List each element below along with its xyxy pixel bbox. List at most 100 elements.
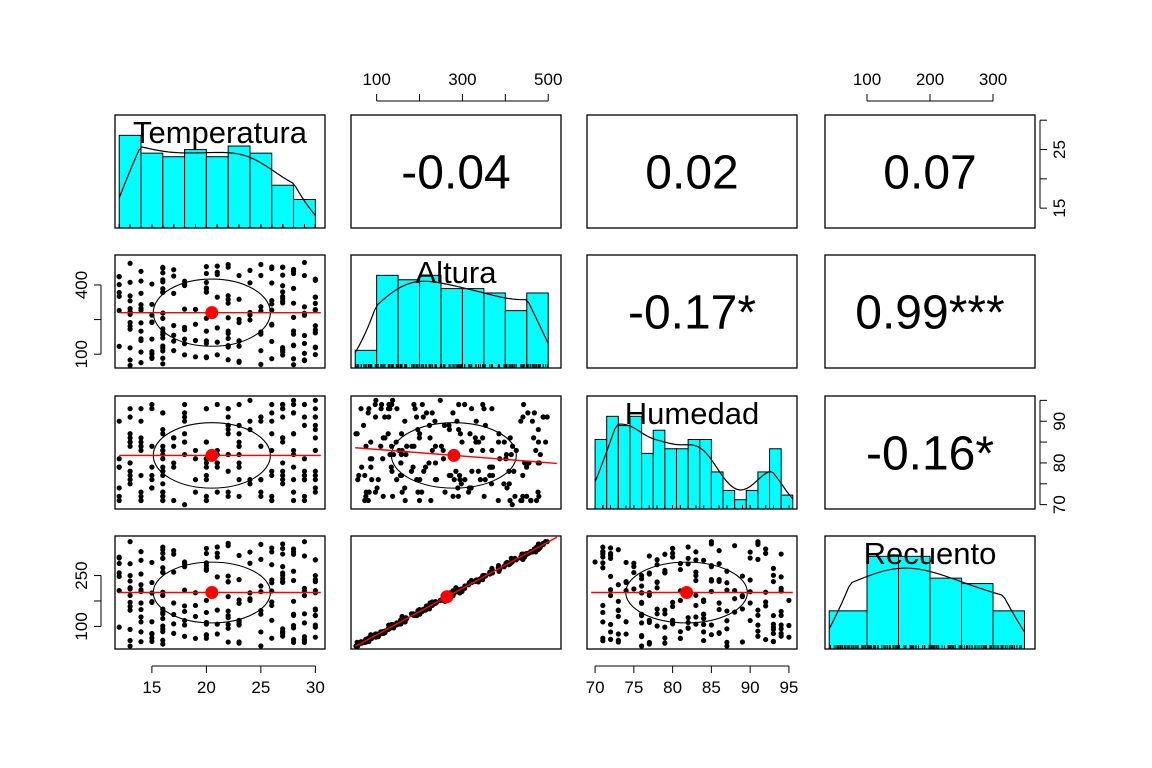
point-recuento-temperatura-160 (225, 578, 231, 585)
point-humedad-temperatura-168 (160, 451, 166, 458)
point-altura-temperatura-93 (258, 261, 264, 268)
point-humedad-temperatura-127 (171, 435, 177, 441)
point-humedad-temperatura-38 (301, 401, 308, 408)
panel-frame-1-0 (114, 254, 326, 369)
point-altura-temperatura-177 (116, 289, 122, 296)
bottom-tick-label-2-5: 95 (779, 678, 798, 697)
point-recuento-humedad-161 (600, 544, 606, 550)
point-humedad-temperatura-69 (236, 401, 242, 408)
point-recuento-humedad-185 (778, 574, 784, 580)
point-recuento-temperatura-41 (269, 549, 275, 555)
mean-point-recuento-temperatura (205, 586, 219, 599)
point-humedad-altura-154 (475, 468, 481, 474)
point-recuento-humedad-107 (716, 606, 722, 613)
point-humedad-temperatura-49 (149, 406, 155, 412)
point-humedad-altura-86 (503, 451, 510, 458)
point-altura-temperatura-110 (171, 290, 177, 296)
point-altura-temperatura-111 (290, 300, 297, 306)
point-humedad-temperatura-196 (236, 451, 242, 458)
point-recuento-temperatura-97 (290, 568, 297, 574)
point-altura-temperatura-127 (171, 348, 177, 354)
point-recuento-humedad-100 (778, 630, 784, 637)
point-humedad-temperatura-94 (116, 485, 122, 491)
point-altura-temperatura-103 (127, 357, 133, 363)
point-humedad-temperatura-170 (258, 477, 264, 483)
point-humedad-altura-20 (415, 489, 421, 495)
point-altura-temperatura-190 (280, 300, 286, 306)
point-recuento-temperatura-193 (236, 639, 242, 645)
point-recuento-temperatura-180 (225, 621, 231, 628)
point-recuento-humedad-11 (747, 577, 753, 583)
point-humedad-temperatura-154 (225, 468, 231, 474)
point-humedad-temperatura-178 (236, 493, 242, 499)
point-recuento-temperatura-73 (214, 607, 220, 613)
point-humedad-altura-3 (380, 456, 386, 462)
mean-point-recuento-altura (440, 590, 454, 604)
point-recuento-humedad-38 (778, 585, 784, 591)
point-recuento-temperatura-89 (312, 557, 318, 563)
point-humedad-altura-50 (374, 485, 380, 491)
point-recuento-temperatura-63 (160, 623, 166, 629)
point-humedad-temperatura-155 (116, 493, 122, 499)
point-recuento-humedad-90 (615, 598, 621, 604)
panel-recuento-humedad (586, 535, 798, 650)
point-recuento-humedad-168 (685, 555, 691, 561)
point-humedad-temperatura-51 (203, 472, 209, 479)
hist-bar-temperatura-8 (293, 198, 316, 229)
point-humedad-altura-155 (481, 493, 487, 499)
point-altura-temperatura-102 (203, 270, 209, 277)
point-recuento-humedad-186 (708, 588, 714, 595)
point-humedad-altura-81 (489, 472, 496, 479)
point-recuento-humedad-4 (662, 640, 668, 646)
point-altura-temperatura-52 (312, 300, 318, 306)
point-recuento-humedad-156 (607, 629, 614, 635)
point-recuento-humedad-188 (600, 609, 606, 616)
point-recuento-humedad-24 (623, 559, 629, 566)
point-humedad-temperatura-181 (181, 401, 188, 408)
point-altura-temperatura-84 (269, 338, 275, 345)
point-humedad-altura-18 (535, 426, 541, 433)
point-recuento-temperatura-52 (312, 579, 318, 585)
point-humedad-altura-188 (416, 497, 423, 504)
point-humedad-temperatura-11 (269, 418, 275, 424)
point-recuento-humedad-82 (755, 612, 761, 618)
point-recuento-temperatura-22 (127, 603, 133, 610)
point-humedad-altura-73 (422, 464, 429, 470)
point-humedad-temperatura-105 (301, 414, 308, 420)
panel-temperatura-temperatura: Temperatura (114, 114, 326, 229)
point-humedad-altura-56 (411, 401, 417, 408)
point-humedad-temperatura-141 (203, 406, 209, 412)
point-altura-temperatura-131 (192, 306, 199, 312)
point-humedad-temperatura-35 (160, 431, 166, 437)
point-humedad-temperatura-195 (181, 414, 188, 420)
point-humedad-temperatura-144 (171, 497, 177, 504)
point-altura-temperatura-72 (301, 340, 308, 347)
point-humedad-temperatura-137 (160, 410, 166, 416)
point-recuento-humedad-189 (607, 587, 614, 593)
point-humedad-temperatura-64 (127, 414, 133, 420)
point-altura-temperatura-157 (312, 330, 318, 336)
point-recuento-temperatura-103 (127, 637, 133, 644)
point-humedad-temperatura-34 (127, 406, 133, 412)
point-humedad-temperatura-183 (312, 472, 318, 479)
point-humedad-altura-173 (382, 435, 388, 441)
point-altura-temperatura-171 (301, 312, 308, 318)
point-recuento-humedad-114 (786, 597, 792, 603)
point-humedad-altura-170 (355, 477, 361, 483)
point-humedad-altura-113 (438, 443, 445, 449)
point-recuento-humedad-56 (778, 612, 784, 618)
point-recuento-temperatura-197 (214, 554, 220, 560)
point-humedad-altura-68 (535, 460, 541, 466)
point-recuento-temperatura-117 (269, 545, 275, 551)
density-curve-temperatura (118, 146, 316, 216)
point-altura-temperatura-70 (149, 354, 155, 360)
point-humedad-altura-89 (511, 468, 517, 474)
point-humedad-altura-11 (473, 418, 479, 424)
point-humedad-altura-192 (408, 468, 415, 474)
point-humedad-temperatura-36 (138, 472, 144, 479)
point-recuento-humedad-173 (716, 630, 722, 636)
point-humedad-temperatura-99 (312, 447, 318, 454)
point-altura-temperatura-81 (280, 289, 286, 295)
point-altura-temperatura-175 (280, 347, 286, 353)
point-altura-temperatura-9 (301, 350, 308, 356)
